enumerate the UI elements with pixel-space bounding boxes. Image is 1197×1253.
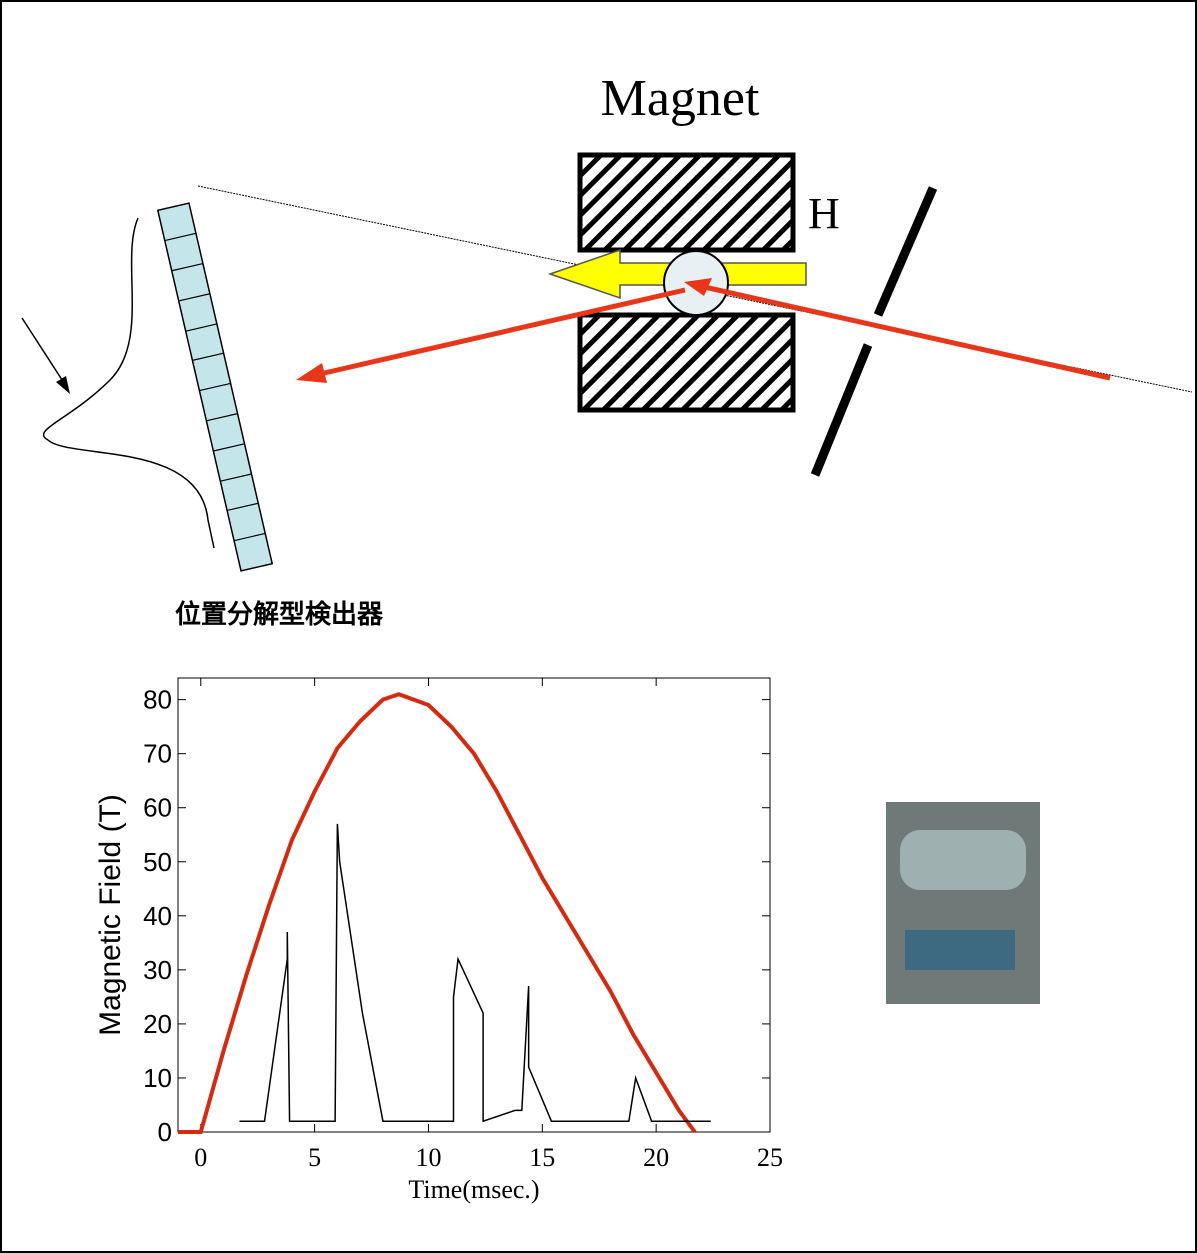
field-label: H bbox=[808, 189, 840, 238]
photo-detail bbox=[905, 930, 1015, 970]
x-tick-label: 5 bbox=[308, 1143, 321, 1172]
y-tick-label: 0 bbox=[158, 1117, 172, 1147]
y-tick-label: 70 bbox=[143, 739, 172, 769]
magnet-bottom bbox=[580, 315, 793, 410]
x-tick-label: 20 bbox=[643, 1143, 669, 1172]
magnet-top bbox=[580, 155, 793, 250]
x-tick-label: 15 bbox=[529, 1143, 555, 1172]
y-tick-label: 20 bbox=[143, 1009, 172, 1039]
y-tick-label: 40 bbox=[143, 901, 172, 931]
page: Magnet H 位置分解型検出器 0 5 10 15 20 25 0 10 20 30 40 50 6… bbox=[0, 0, 1197, 1253]
x-tick-label: 10 bbox=[415, 1143, 441, 1172]
y-tick-label: 50 bbox=[143, 847, 172, 877]
y-axis-label: Magnetic Field (T) bbox=[94, 794, 127, 1036]
detector-label: 位置分解型検出器 bbox=[175, 599, 384, 629]
y-tick-label: 60 bbox=[143, 793, 172, 823]
y-tick-label: 30 bbox=[143, 955, 172, 985]
x-axis-label: Time(msec.) bbox=[408, 1175, 539, 1204]
x-tick-label: 0 bbox=[194, 1143, 207, 1172]
x-tick-label: 25 bbox=[757, 1143, 783, 1172]
chart: 0 5 10 15 20 25 0 10 20 30 40 50 60 70 80 Time(msec.) Ma… bbox=[60, 645, 790, 1247]
magnet-label: Magnet bbox=[601, 70, 760, 127]
y-tick-label: 80 bbox=[143, 685, 172, 715]
photo-detail bbox=[900, 830, 1026, 890]
y-tick-label: 10 bbox=[143, 1063, 172, 1093]
